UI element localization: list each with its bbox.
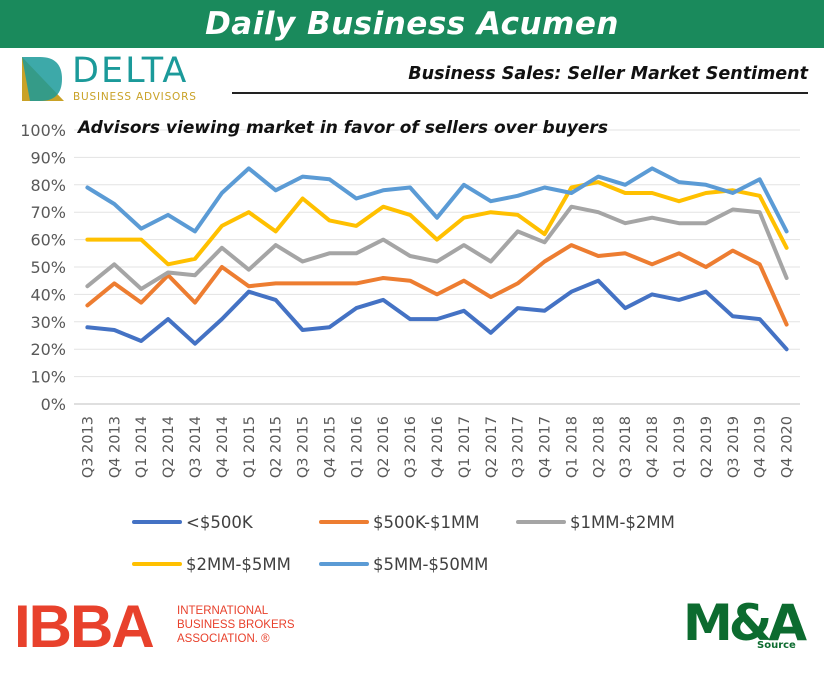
x-tick-label: Q1 2016 [349, 416, 365, 478]
x-tick-label: Q2 2015 [269, 416, 285, 478]
x-tick-label: Q3 2014 [188, 416, 204, 478]
ma-logo-mark: M&A [683, 594, 807, 652]
y-tick-label: 100% [20, 121, 66, 140]
line-chart: 0% 10% 20% 30% 40% 50% 60% 70% 80% 90% 100% Q3 2013… [20, 121, 800, 574]
x-tick-label: Q4 2015 [322, 416, 338, 478]
series-line [85, 243, 789, 327]
series-line [85, 166, 789, 234]
x-tick-label: Q2 2018 [591, 416, 607, 478]
ibba-logo-text: INTERNATIONAL BUSINESS BROKERS ASSOCIATI… [177, 604, 295, 646]
legend-label: $5MM-$50MM [373, 555, 488, 574]
x-tick-label: Q1 2019 [672, 416, 688, 478]
x-tick-label: Q3 2015 [296, 416, 312, 478]
ibba-logo-line: ASSOCIATION. ® [177, 633, 270, 645]
x-tick-label: Q4 2018 [645, 416, 661, 478]
delta-triangle-icon [22, 57, 64, 101]
x-tick-label: Q4 2017 [538, 416, 554, 478]
x-tick-label: Q4 2019 [753, 416, 769, 478]
x-tick-label: Q1 2017 [457, 416, 473, 478]
legend-label: <$500K [186, 513, 254, 532]
header-divider [232, 92, 808, 94]
y-tick-label: 80% [30, 176, 66, 195]
x-tick-label: Q2 2017 [484, 416, 500, 478]
legend-label: $1MM-$2MM [570, 513, 675, 532]
y-tick-label: 90% [30, 148, 66, 167]
x-tick-label: Q3 2013 [80, 416, 96, 478]
x-tick-label: Q4 2020 [780, 416, 796, 478]
y-tick-label: 0% [41, 395, 66, 414]
x-tick-label: Q4 2016 [430, 416, 446, 478]
x-tick-label: Q4 2013 [107, 416, 123, 478]
delta-logo: DELTA BUSINESS ADVISORS [18, 51, 218, 105]
y-tick-label: 60% [30, 231, 66, 250]
series-line [85, 204, 789, 291]
ibba-logo-line: INTERNATIONAL [177, 605, 269, 617]
series-line [85, 278, 789, 352]
y-tick-label: 30% [30, 313, 66, 332]
delta-logo-tagline: BUSINESS ADVISORS [73, 91, 197, 103]
delta-logo-name: DELTA [72, 51, 189, 91]
x-tick-label: Q1 2014 [134, 416, 150, 478]
banner-title: Daily Business Acumen [205, 6, 619, 42]
x-tick-label: Q1 2018 [564, 416, 580, 478]
legend-label: $2MM-$5MM [186, 555, 291, 574]
y-tick-label: 10% [30, 368, 66, 387]
series-line [85, 180, 789, 267]
header-banner: Daily Business Acumen [0, 0, 824, 48]
y-tick-label: 20% [30, 340, 66, 359]
x-tick-label: Q3 2019 [726, 416, 742, 478]
x-tick-label: Q4 2014 [215, 416, 231, 478]
ma-source-logo: M&A Source [683, 594, 813, 662]
x-tick-label: Q1 2015 [242, 416, 258, 478]
x-tick-label: Q2 2014 [161, 416, 177, 478]
ibba-logo: IBBA INTERNATIONAL BUSINESS BROKERS ASSO… [14, 593, 314, 666]
x-tick-label: Q3 2016 [403, 416, 419, 478]
chart-title: Advisors viewing market in favor of sell… [78, 118, 608, 138]
x-tick-label: Q3 2018 [618, 416, 634, 478]
y-tick-label: 70% [30, 203, 66, 222]
page-subtitle: Business Sales: Seller Market Sentiment [408, 64, 808, 84]
ibba-logo-acronym: IBBA [14, 593, 155, 660]
y-tick-label: 50% [30, 258, 66, 277]
y-tick-label: 40% [30, 285, 66, 304]
x-tick-label: Q3 2017 [511, 416, 527, 478]
x-tick-label: Q2 2019 [699, 416, 715, 478]
x-tick-label: Q2 2016 [376, 416, 392, 478]
legend-label: $500K-$1MM [373, 513, 480, 532]
ibba-logo-line: BUSINESS BROKERS [177, 619, 295, 631]
ma-logo-source: Source [757, 640, 796, 651]
